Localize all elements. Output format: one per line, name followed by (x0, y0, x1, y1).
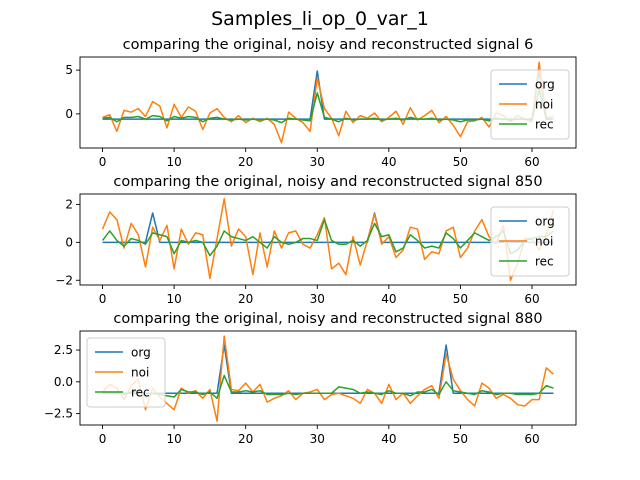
x-tick-label: 20 (238, 155, 253, 169)
x-tick-label: 30 (310, 292, 325, 306)
plot-area (102, 61, 554, 144)
y-tick-label: −2 (55, 273, 73, 287)
axes-frame (79, 330, 577, 426)
y-tick-label: 2.5 (54, 343, 73, 357)
x-tick-label: 30 (310, 155, 325, 169)
legend-box (490, 206, 570, 277)
y-tick-label: 0.0 (54, 375, 73, 389)
legend-label-rec: rec (535, 118, 554, 132)
subplot-title: comparing the original, noisy and recons… (113, 174, 542, 190)
legend: org noi rec (490, 206, 570, 277)
series-line-rec (101, 218, 554, 257)
x-tick-label: 20 (238, 432, 253, 446)
legend-label-noi: noi (535, 235, 553, 249)
y-tick-label: −2.5 (44, 407, 73, 421)
subplot-title: comparing the original, noisy and recons… (113, 311, 542, 327)
x-tick-label: 10 (166, 432, 181, 446)
legend-label-rec: rec (535, 255, 554, 269)
legend: org noi rec (490, 69, 570, 140)
x-tick-label: 60 (524, 432, 539, 446)
plot-area (102, 335, 554, 422)
x-tick-label: 20 (238, 292, 253, 306)
legend-box (86, 337, 166, 408)
x-tick-label: 0 (99, 155, 107, 169)
y-tick-label: 0 (65, 235, 73, 249)
x-tick-label: 0 (99, 432, 107, 446)
subplot-title: comparing the original, noisy and recons… (123, 37, 534, 53)
x-tick-label: 30 (310, 432, 325, 446)
subplot-2: comparing the original, noisy and recons… (55, 174, 577, 306)
x-tick-label: 40 (381, 155, 396, 169)
subplot-3: comparing the original, noisy and recons… (44, 311, 577, 446)
x-tick-label: 60 (524, 292, 539, 306)
legend-label-org: org (535, 215, 555, 229)
series-line-rec (102, 88, 554, 124)
y-tick-label: 0 (65, 107, 73, 121)
x-tick-label: 0 (99, 292, 107, 306)
legend-label-org: org (535, 78, 555, 92)
x-tick-label: 10 (166, 155, 181, 169)
axes-frame (79, 56, 577, 149)
x-tick-label: 50 (453, 155, 468, 169)
series-line-noi (102, 335, 554, 422)
legend: org noi rec (86, 337, 166, 408)
x-tick-label: 50 (453, 432, 468, 446)
legend-box (490, 69, 570, 140)
plot-area (101, 197, 555, 282)
series-line-rec (102, 374, 554, 400)
legend-label-noi: noi (131, 366, 149, 380)
legend-label-noi: noi (535, 98, 553, 112)
x-tick-label: 10 (166, 292, 181, 306)
subplots: comparing the original, noisy and recons… (44, 37, 577, 446)
subplot-1: comparing the original, noisy and recons… (65, 37, 577, 169)
legend-label-rec: rec (131, 386, 150, 400)
x-tick-label: 40 (381, 432, 396, 446)
series-line-noi (101, 197, 555, 282)
axes-frame (79, 193, 577, 286)
x-tick-label: 40 (381, 292, 396, 306)
y-tick-label: 2 (65, 197, 73, 211)
legend-label-org: org (131, 346, 151, 360)
x-tick-label: 50 (453, 292, 468, 306)
y-tick-label: 5 (65, 63, 73, 77)
x-tick-label: 60 (524, 155, 539, 169)
figure-suptitle: Samples_li_op_0_var_1 (211, 8, 429, 30)
